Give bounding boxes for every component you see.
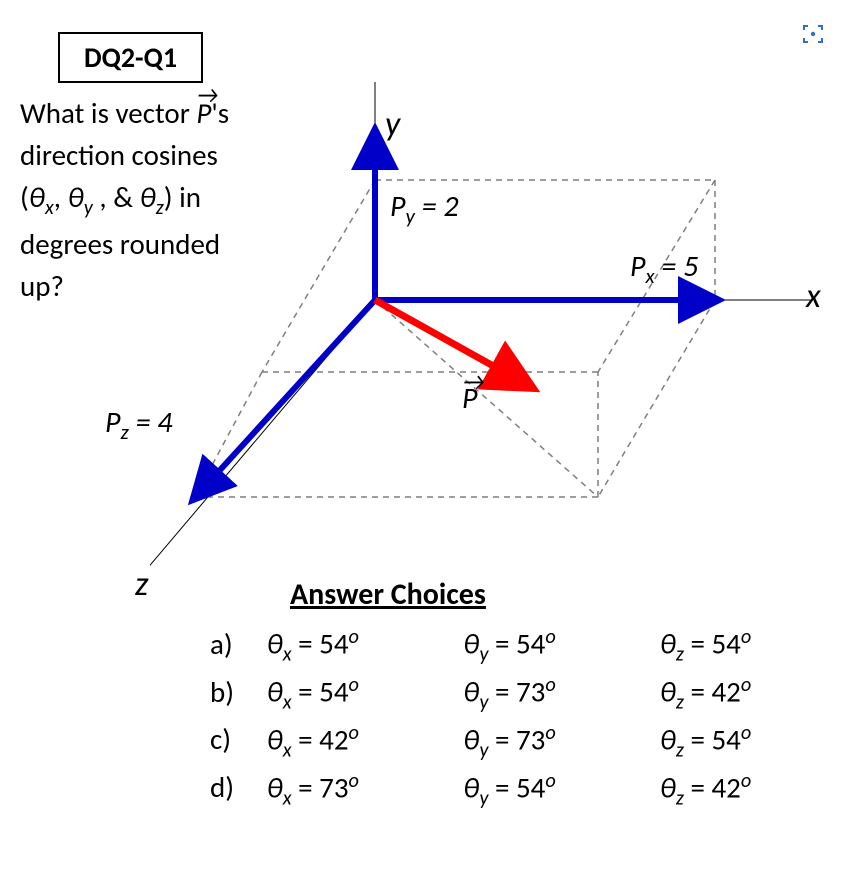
answer-tx: θx = 42o — [267, 718, 457, 766]
theta-y-sub: y — [84, 196, 93, 220]
answer-row-c: c) θx = 42o θy = 73o θz = 54o — [210, 718, 843, 766]
vector-diagram: y x z Py = 2 Px = 5 Pz = 4 P→ — [150, 72, 830, 622]
theta-x: θ — [29, 179, 45, 215]
vector-p-label: P→ — [462, 380, 478, 417]
axis-z-label: z — [135, 564, 148, 605]
vector-arrow-icon: → — [462, 366, 478, 397]
q-sep1: , — [54, 179, 68, 215]
answer-tz: θz = 42o — [660, 766, 843, 814]
answer-label: c) — [210, 718, 260, 762]
pz-label: Pz = 4 — [105, 404, 173, 445]
answer-tx: θx = 54o — [267, 670, 457, 718]
answer-ty: θy = 73o — [463, 670, 653, 718]
axis-y-label: y — [385, 104, 400, 145]
px-label: Px = 5 — [630, 248, 698, 289]
answer-row-a: a) θx = 54o θy = 54o θz = 54o — [210, 622, 843, 670]
page-root: DQ2-Q1 What is vector P→'s direction cos… — [0, 0, 843, 881]
answer-tx: θx = 54o — [267, 622, 457, 670]
answer-row-b: b) θx = 54o θy = 73o θz = 42o — [210, 670, 843, 718]
answer-tz: θz = 42o — [660, 670, 843, 718]
answer-ty: θy = 54o — [463, 766, 653, 814]
lens-icon[interactable] — [801, 22, 825, 46]
answers-list: a) θx = 54o θy = 54o θz = 54o b) θx = 54… — [210, 622, 843, 814]
answer-row-d: d) θx = 73o θy = 54o θz = 42o — [210, 766, 843, 814]
theta-y: θ — [68, 179, 84, 215]
answer-label: a) — [210, 623, 260, 667]
answer-tz: θz = 54o — [660, 718, 843, 766]
axis-x-label: x — [806, 276, 821, 317]
answers-heading: Answer Choices — [290, 576, 486, 613]
q-l5: up? — [20, 268, 64, 304]
answer-ty: θy = 54o — [463, 622, 653, 670]
q-l3-open: ( — [20, 179, 29, 215]
answer-ty: θy = 73o — [463, 718, 653, 766]
answer-tx: θx = 73o — [267, 766, 457, 814]
answer-label: b) — [210, 671, 260, 715]
question-id: DQ2-Q1 — [84, 40, 177, 75]
answer-tz: θz = 54o — [660, 622, 843, 670]
answer-label: d) — [210, 766, 260, 810]
py-label: Py = 2 — [390, 188, 459, 229]
theta-x-sub: x — [45, 196, 54, 220]
q-sep2: , & — [93, 179, 140, 215]
